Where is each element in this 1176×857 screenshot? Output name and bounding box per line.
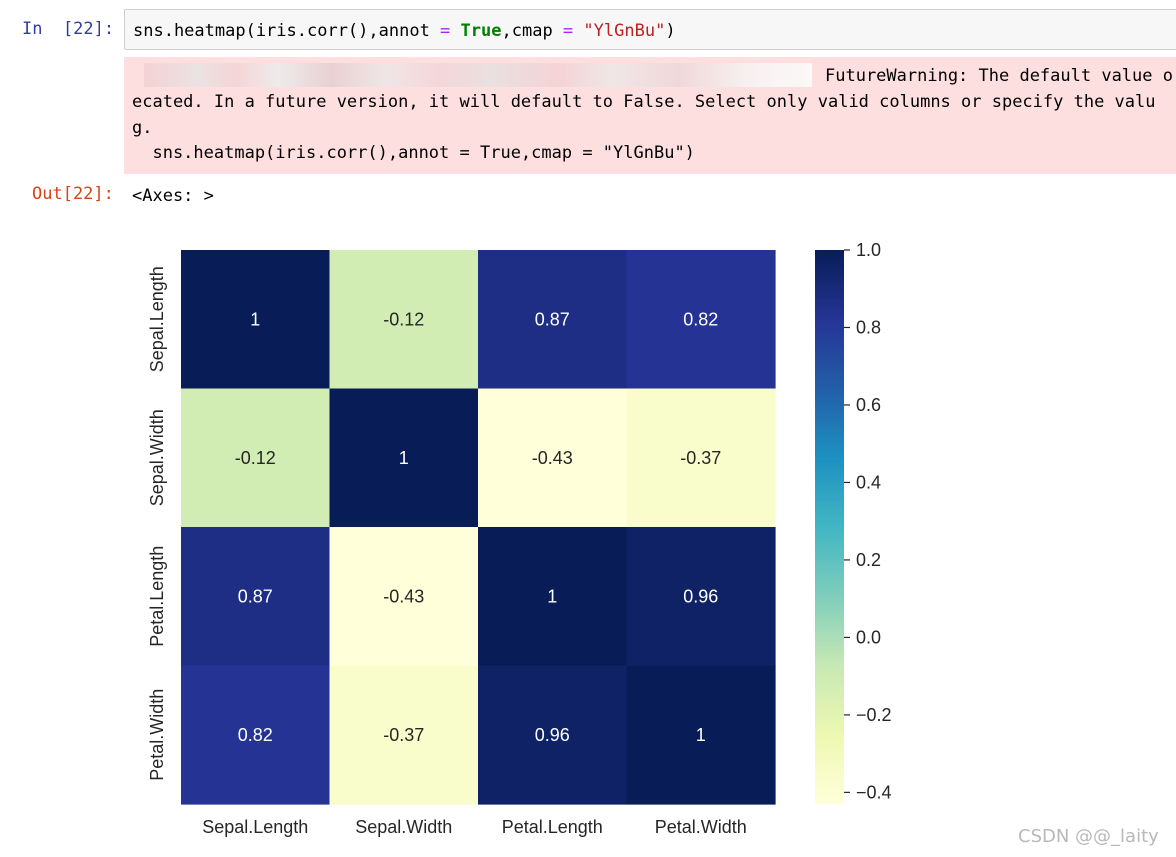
- watermark: CSDN @@_laity: [1018, 826, 1159, 847]
- cell-annotation: 0.82: [683, 309, 718, 329]
- colorbar-tick-label: 1.0: [856, 240, 881, 260]
- colorbar-tick-label: −0.2: [856, 705, 892, 725]
- colorbar: [815, 250, 844, 804]
- heatmap-cell: [181, 527, 331, 667]
- cell-annotation: -0.43: [532, 448, 573, 468]
- colorbar-tick-label: 0.8: [856, 317, 881, 337]
- colorbar-tick-label: 0.6: [856, 395, 881, 415]
- cell-annotation: -0.37: [383, 725, 424, 745]
- x-tick-label: Petal.Length: [502, 817, 603, 837]
- y-tick-label: Sepal.Length: [147, 266, 167, 372]
- colorbar-tick-label: 0.0: [856, 627, 881, 647]
- cell-annotation: -0.12: [383, 309, 424, 329]
- heatmap-cell: [329, 527, 479, 667]
- heatmap-cell: [626, 527, 776, 667]
- code-string: "YlGnBu": [583, 21, 666, 41]
- heatmap-cell: [181, 250, 331, 390]
- cell-annotation: 0.87: [238, 586, 273, 606]
- cell-annotation: 0.96: [683, 586, 718, 606]
- heatmap-cell: [626, 250, 776, 390]
- input-prompt: In [22]:: [22, 19, 115, 39]
- redacted-path: [144, 63, 812, 87]
- colorbar-tick-label: −0.4: [856, 782, 892, 802]
- cell-annotation: 0.82: [238, 725, 273, 745]
- cell-annotation: 1: [547, 586, 557, 606]
- heatmap-cell: [626, 665, 776, 805]
- output-prompt: Out[22]:: [32, 184, 114, 204]
- code-operator: =: [562, 21, 574, 41]
- code-text: ): [665, 21, 676, 41]
- code-text: sns.heatmap(iris.corr(),annot: [133, 21, 441, 41]
- x-tick-label: Petal.Width: [655, 817, 747, 837]
- cell-annotation: -0.43: [383, 586, 424, 606]
- cell-annotation: 0.96: [535, 725, 570, 745]
- code-input-area[interactable]: sns.heatmap(iris.corr(),annot = True,cma…: [124, 9, 1176, 50]
- cell-annotation: 1: [250, 309, 260, 329]
- stderr-line-3: g.: [132, 118, 153, 138]
- cell-annotation: -0.37: [680, 448, 721, 468]
- heatmap-cell: [478, 665, 628, 805]
- heatmap-cell: [478, 388, 628, 528]
- heatmap-cell: [478, 527, 628, 667]
- stderr-output: FutureWarning: The default value o ecate…: [124, 57, 1176, 174]
- colorbar-tick-label: 0.2: [856, 550, 881, 570]
- heatmap-cell: [478, 250, 628, 390]
- y-tick-label: Sepal.Width: [147, 409, 167, 506]
- heatmap-cell: [329, 388, 479, 528]
- cell-annotation: 1: [399, 448, 409, 468]
- y-tick-label: Petal.Length: [147, 546, 167, 647]
- heatmap-cell: [181, 665, 331, 805]
- x-tick-label: Sepal.Length: [202, 817, 308, 837]
- heatmap-cell: [329, 665, 479, 805]
- cell-annotation: 1: [696, 725, 706, 745]
- x-tick-label: Sepal.Width: [355, 817, 452, 837]
- heatmap-cell: [181, 388, 331, 528]
- code-operator: =: [440, 21, 451, 41]
- heatmap-cell: [626, 388, 776, 528]
- output-text: <Axes: >: [132, 186, 214, 206]
- stderr-line-4: sns.heatmap(iris.corr(),annot = True,cma…: [132, 143, 695, 163]
- cell-annotation: 0.87: [535, 309, 570, 329]
- code-keyword-true: True: [460, 21, 502, 41]
- heatmap-cell: [329, 250, 479, 390]
- stderr-line-1: FutureWarning: The default value o: [825, 66, 1173, 86]
- stderr-line-2: ecated. In a future version, it will def…: [132, 92, 1156, 112]
- cell-annotation: -0.12: [235, 448, 276, 468]
- y-tick-label: Petal.Width: [147, 689, 167, 781]
- code-line[interactable]: sns.heatmap(iris.corr(),annot = True,cma…: [133, 21, 676, 41]
- code-text: ,cmap: [501, 21, 563, 41]
- colorbar-tick-label: 0.4: [856, 472, 881, 492]
